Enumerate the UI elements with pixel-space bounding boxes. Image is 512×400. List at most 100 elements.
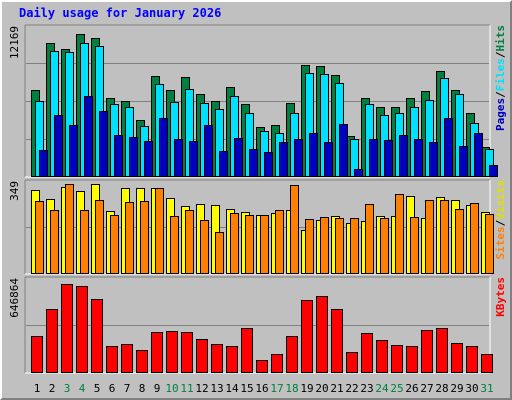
sites-bar: [65, 184, 74, 274]
legend-files: Files: [494, 58, 507, 91]
kbytes-bar: [46, 309, 58, 373]
sites-bar: [170, 216, 179, 274]
x-tick-label: 17: [270, 382, 283, 395]
sites-bar: [335, 218, 344, 274]
legend-panel-1: Pages/Files/Hits: [494, 25, 507, 131]
x-tick-label: 18: [285, 382, 298, 395]
sites-bar: [260, 215, 269, 274]
sites-bar: [140, 201, 149, 274]
pages-bar: [354, 169, 363, 177]
pages-bar: [234, 138, 243, 177]
kbytes-bar: [271, 354, 283, 373]
pages-bar: [264, 152, 273, 177]
kbytes-bar: [226, 346, 238, 373]
sites-bar: [80, 210, 89, 274]
kbytes-bar: [346, 352, 358, 373]
pages-bar: [474, 133, 483, 177]
x-tick-label: 27: [420, 382, 433, 395]
pages-bar: [414, 139, 423, 177]
kbytes-bar: [361, 333, 373, 373]
kbytes-bar: [466, 346, 478, 373]
legend-pages: Pages: [494, 98, 507, 131]
x-tick-label: 14: [225, 382, 239, 395]
pages-bar: [144, 141, 153, 177]
pages-bar: [309, 133, 318, 177]
pages-bar: [399, 135, 408, 177]
panel-1-y-max-label: 12169: [8, 26, 21, 59]
pages-bar: [444, 118, 453, 177]
x-tick-label: 13: [210, 382, 223, 395]
panel-3-y-max-label: 646864: [8, 278, 21, 318]
legend-visits: Visits: [494, 180, 507, 220]
sites-bar: [380, 218, 389, 274]
kbytes-bar: [241, 328, 253, 373]
x-tick-label: 2: [49, 382, 56, 395]
kbytes-bar: [316, 296, 328, 373]
pages-bar: [99, 111, 108, 177]
kbytes-bar: [106, 346, 118, 373]
sites-bar: [215, 232, 224, 274]
x-tick-label: 22: [345, 382, 358, 395]
x-tick-label: 3: [64, 382, 71, 395]
pages-bar: [129, 137, 138, 177]
x-tick-label: 19: [300, 382, 313, 395]
sites-bar: [320, 217, 329, 274]
pages-bar: [369, 139, 378, 177]
kbytes-bar: [181, 332, 193, 373]
x-tick-label: 29: [450, 382, 463, 395]
sites-bar: [50, 210, 59, 274]
pages-bar: [294, 139, 303, 177]
pages-bar: [489, 165, 498, 177]
x-tick-label: 10: [165, 382, 178, 395]
pages-bar: [384, 140, 393, 177]
pages-bar: [219, 151, 228, 177]
sites-bar: [290, 185, 299, 274]
pages-bar: [69, 125, 78, 177]
pages-bar: [159, 118, 168, 177]
legend-hits: Hits: [494, 25, 507, 52]
pages-bar: [279, 142, 288, 177]
pages-bar: [249, 149, 258, 177]
sites-bar: [125, 202, 134, 274]
kbytes-bar: [256, 360, 268, 373]
x-tick-label: 16: [255, 382, 268, 395]
x-tick-label: 28: [435, 382, 448, 395]
x-tick-label: 9: [154, 382, 161, 395]
kbytes-bar: [136, 350, 148, 373]
sites-bar: [455, 209, 464, 274]
kbytes-bar: [451, 343, 463, 373]
pages-bar: [39, 150, 48, 177]
sites-bar: [155, 188, 164, 274]
x-tick-label: 31: [480, 382, 493, 395]
kbytes-bar: [196, 339, 208, 373]
pages-bar: [174, 139, 183, 177]
legend-kbytes: KBytes: [494, 277, 507, 317]
x-tick-label: 12: [195, 382, 208, 395]
kbytes-bar: [76, 286, 88, 373]
sites-bar: [275, 210, 284, 274]
sites-bar: [395, 194, 404, 274]
kbytes-bar: [301, 300, 313, 373]
kbytes-bar: [121, 344, 133, 373]
x-tick-label: 11: [180, 382, 193, 395]
pages-bar: [324, 142, 333, 177]
kbytes-bar: [421, 330, 433, 373]
x-tick-label: 30: [465, 382, 478, 395]
legend-separator: /: [494, 51, 507, 58]
kbytes-bar: [331, 309, 343, 373]
x-tick-label: 23: [360, 382, 373, 395]
sites-bar: [305, 219, 314, 274]
x-tick-label: 8: [139, 382, 146, 395]
sites-bar: [485, 214, 494, 274]
sites-bar: [35, 201, 44, 274]
sites-bar: [440, 200, 449, 274]
pages-bar: [429, 142, 438, 177]
x-tick-label: 26: [405, 382, 418, 395]
sites-bar: [470, 203, 479, 274]
x-tick-label: 24: [375, 382, 389, 395]
kbytes-bar: [91, 299, 103, 373]
legend-separator: /: [494, 91, 507, 98]
pages-bar: [54, 115, 63, 177]
sites-bar: [230, 213, 239, 274]
